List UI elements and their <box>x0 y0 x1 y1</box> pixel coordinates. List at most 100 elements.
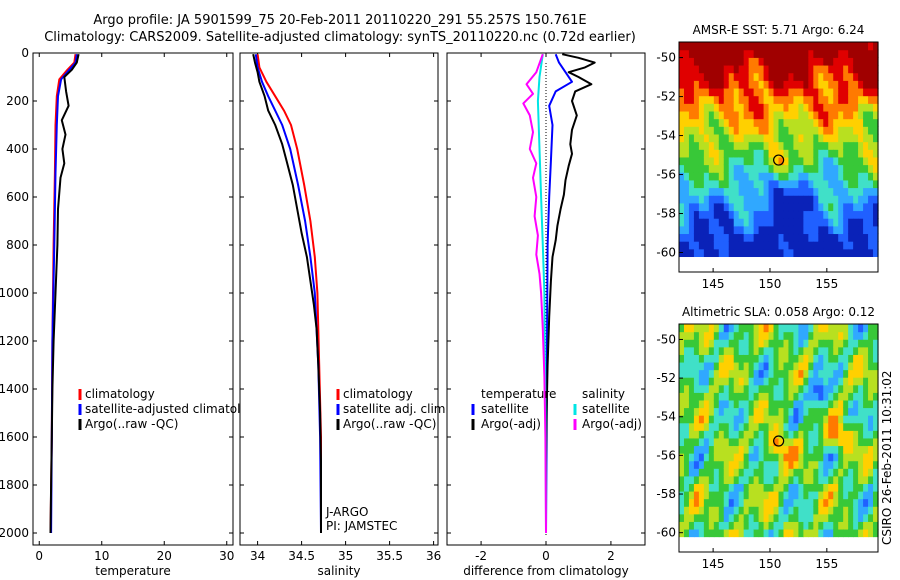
heatmap-cell <box>798 422 804 431</box>
heatmap-cell <box>858 475 864 485</box>
heatmap-cell <box>873 354 879 363</box>
heatmap-cell <box>788 384 795 393</box>
y-tick-label: -60 <box>656 526 676 540</box>
heatmap-cell <box>848 354 854 363</box>
heatmap-cell <box>743 110 750 120</box>
heatmap-cell <box>873 475 879 485</box>
heatmap-cell <box>708 377 715 386</box>
heatmap-cell <box>808 377 814 386</box>
series-line-climatology <box>256 54 322 533</box>
heatmap-cell <box>693 460 700 469</box>
heatmap-cell <box>768 491 775 500</box>
heatmap-cell <box>708 468 715 477</box>
heatmap-cell <box>813 195 819 204</box>
heatmap-cell <box>853 399 859 409</box>
heatmap-cell <box>723 95 730 104</box>
heatmap-cell <box>688 103 695 112</box>
heatmap-cell <box>773 430 780 439</box>
heatmap-cell <box>768 133 775 143</box>
heatmap-cell <box>853 149 859 158</box>
heatmap-cell <box>698 460 705 469</box>
heatmap-cell <box>773 324 780 333</box>
sla-map-title: Altimetric SLA: 0.058 Argo: 0.12 <box>682 305 875 319</box>
heatmap-cell <box>823 149 829 158</box>
heatmap-cell <box>763 42 770 51</box>
heatmap-cell <box>773 133 780 143</box>
heatmap-cell <box>758 210 765 219</box>
heatmap-cell <box>723 407 730 416</box>
heatmap-cell <box>783 95 790 104</box>
heatmap-cell <box>743 72 750 81</box>
heatmap-cell <box>853 521 859 530</box>
heatmap-cell <box>679 225 685 235</box>
heatmap-cell <box>738 491 745 500</box>
heatmap-cell <box>683 233 690 242</box>
heatmap-cell <box>803 354 809 363</box>
heatmap-cell <box>723 80 730 89</box>
heatmap-cell <box>813 324 819 333</box>
heatmap-cell <box>838 369 844 378</box>
heatmap-cell <box>683 49 690 58</box>
heatmap-cell <box>768 331 775 340</box>
heatmap-cell <box>873 42 879 51</box>
heatmap-cell <box>833 72 839 81</box>
heatmap-cell <box>813 210 819 219</box>
heatmap-cell <box>848 187 854 196</box>
heatmap-cell <box>743 233 750 242</box>
heatmap-cell <box>808 475 814 485</box>
heatmap-cell <box>768 110 775 120</box>
heatmap-cell <box>758 506 765 515</box>
heatmap-cell <box>758 195 765 204</box>
heatmap-cell <box>713 339 720 348</box>
heatmap-cell <box>868 453 874 462</box>
heatmap-cell <box>843 118 849 127</box>
heatmap-cell <box>728 422 735 431</box>
heatmap-cell <box>688 87 695 97</box>
heatmap-cell <box>713 407 720 416</box>
heatmap-cell <box>763 430 770 439</box>
heatmap-cell <box>728 233 735 242</box>
heatmap-cell <box>843 415 849 424</box>
heatmap-cell <box>733 80 740 89</box>
heatmap-cell <box>788 95 795 104</box>
heatmap-cell <box>848 437 854 447</box>
heatmap-cell <box>773 513 780 522</box>
heatmap-cell <box>703 202 710 212</box>
heatmap-cell <box>853 384 859 393</box>
heatmap-cell <box>833 453 839 462</box>
heatmap-cell <box>828 164 834 173</box>
heatmap-cell <box>748 324 755 333</box>
heatmap-cell <box>763 491 770 500</box>
heatmap-cell <box>798 369 804 378</box>
heatmap-cell <box>708 506 715 515</box>
heatmap-cell <box>748 202 755 212</box>
heatmap-cell <box>863 187 869 196</box>
heatmap-cell <box>693 354 700 363</box>
heatmap-cell <box>679 95 685 104</box>
heatmap-cell <box>713 49 720 58</box>
heatmap-cell <box>738 384 745 393</box>
heatmap-cell <box>743 187 750 196</box>
heatmap-cell <box>718 453 725 462</box>
heatmap-cell <box>743 218 750 227</box>
heatmap-cell <box>798 57 804 66</box>
heatmap-cell <box>833 361 839 371</box>
sla-heatmap-cells <box>679 324 879 538</box>
heatmap-cell <box>703 49 710 58</box>
heatmap-cell <box>823 57 829 66</box>
heatmap-cell <box>718 172 725 181</box>
heatmap-cell <box>713 248 720 258</box>
heatmap-cell <box>743 445 750 454</box>
heatmap-cell <box>738 95 745 104</box>
heatmap-cell <box>683 392 690 401</box>
heatmap-cell <box>698 437 705 447</box>
heatmap-cell <box>793 225 799 235</box>
heatmap-cell <box>818 172 824 181</box>
heatmap-cell <box>843 80 849 89</box>
heatmap-cell <box>843 460 849 469</box>
heatmap-cell <box>679 49 685 58</box>
heatmap-cell <box>803 392 809 401</box>
heatmap-cell <box>818 95 824 104</box>
heatmap-cell <box>838 133 844 143</box>
heatmap-cell <box>873 210 879 219</box>
